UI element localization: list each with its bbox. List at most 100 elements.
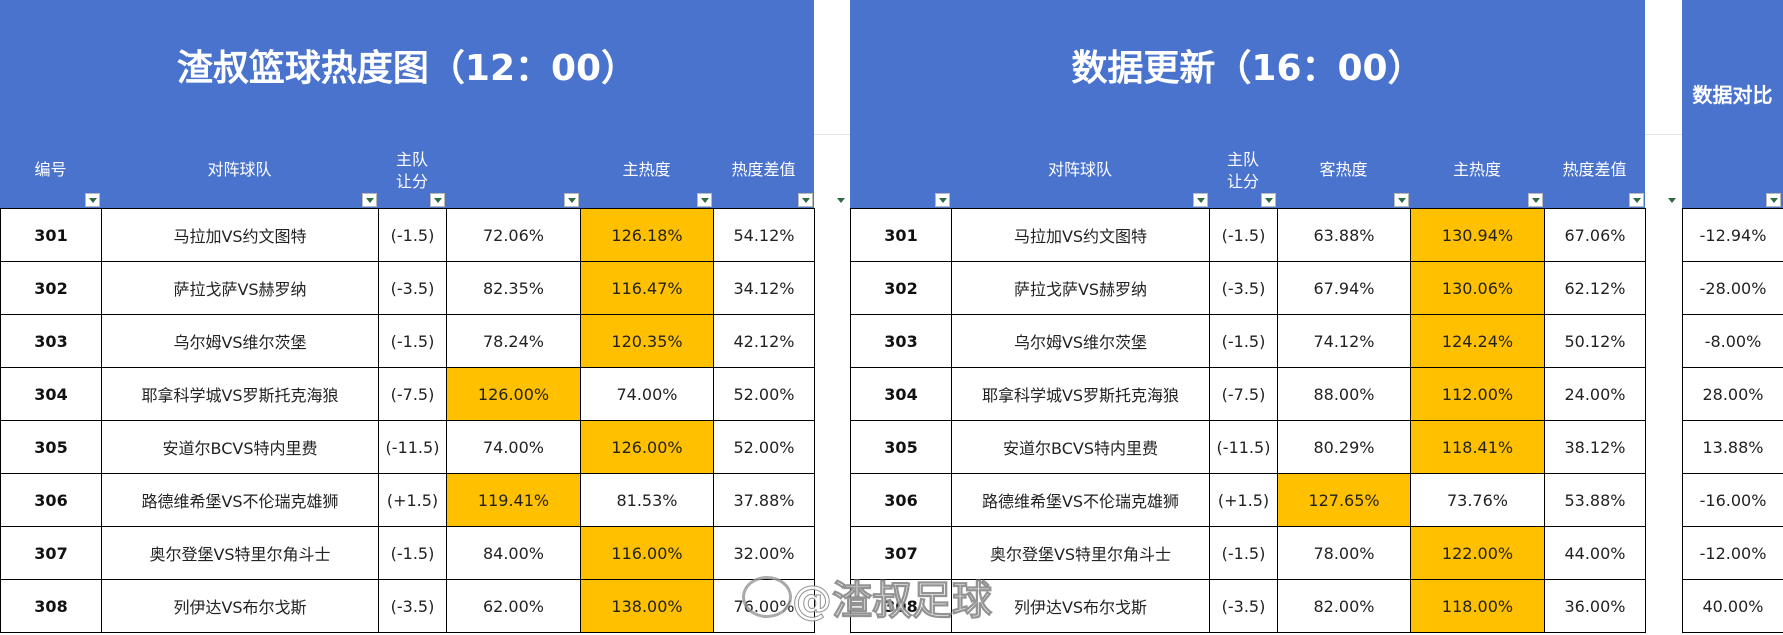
home-heat-cell: 130.94% bbox=[1410, 208, 1545, 262]
home-heat-cell: 81.53% bbox=[580, 473, 714, 527]
row-id: 303 bbox=[850, 314, 952, 368]
left-title: 渣叔篮球热度图（12：00） bbox=[176, 48, 638, 89]
handicap-cell: (+1.5) bbox=[378, 473, 447, 527]
away-heat-cell: 119.41% bbox=[446, 473, 581, 527]
row-id: 301 bbox=[850, 208, 952, 262]
table-row: 301 马拉加VS约文图特 (-1.5) 63.88% 130.94% 67.06% bbox=[850, 208, 1646, 262]
filter-button[interactable] bbox=[935, 193, 950, 207]
away-heat-cell: 126.00% bbox=[446, 367, 581, 421]
filter-button[interactable] bbox=[1528, 193, 1543, 207]
match-cell: 奥尔登堡VS特里尔角斗士 bbox=[101, 526, 379, 580]
handicap-cell: (-1.5) bbox=[378, 208, 447, 262]
row-id: 303 bbox=[0, 314, 102, 368]
filter-button[interactable] bbox=[697, 193, 712, 207]
table-row: 303 乌尔姆VS维尔茨堡 (-1.5) 78.24% 120.35% 42.12% bbox=[0, 314, 815, 368]
row-id: 304 bbox=[0, 367, 102, 421]
away-heat-cell: 62.00% bbox=[446, 579, 581, 633]
row-id: 302 bbox=[850, 261, 952, 315]
table-row: -12.94% bbox=[1682, 208, 1783, 262]
handicap-cell: (-1.5) bbox=[378, 526, 447, 580]
compare-title: 数据对比 bbox=[1692, 83, 1773, 107]
table-row: 305 安道尔BCVS特内里费 (-11.5) 74.00% 126.00% 52.00% bbox=[0, 420, 815, 474]
home-heat-cell: 124.24% bbox=[1410, 314, 1545, 368]
table-row: 302 萨拉戈萨VS赫罗纳 (-3.5) 67.94% 130.06% 62.12% bbox=[850, 261, 1646, 315]
home-heat-cell: 112.00% bbox=[1410, 367, 1545, 421]
filter-button[interactable] bbox=[1261, 193, 1276, 207]
heat-diff-cell: 50.12% bbox=[1544, 314, 1646, 368]
heat-diff-cell: 32.00% bbox=[713, 526, 815, 580]
handicap-cell: (-1.5) bbox=[378, 314, 447, 368]
handicap-cell: (-1.5) bbox=[1209, 208, 1278, 262]
filter-button[interactable] bbox=[430, 193, 445, 207]
row-id: 305 bbox=[0, 420, 102, 474]
right-header-diff: 热度差值 bbox=[1562, 160, 1627, 179]
filter-button[interactable] bbox=[1193, 193, 1208, 207]
home-heat-cell: 73.76% bbox=[1410, 473, 1545, 527]
handicap-cell: (-3.5) bbox=[1209, 579, 1278, 633]
compare-cell: -12.00% bbox=[1682, 526, 1783, 580]
table-row: 308 列伊达VS布尔戈斯 (-3.5) 82.00% 118.00% 36.00% bbox=[850, 579, 1646, 633]
left-header-away bbox=[446, 150, 580, 190]
weibo-logo-icon bbox=[742, 576, 792, 618]
filter-button[interactable] bbox=[798, 193, 813, 207]
heat-diff-cell: 34.12% bbox=[713, 261, 815, 315]
compare-cell: -8.00% bbox=[1682, 314, 1783, 368]
left-header-band bbox=[0, 0, 814, 208]
left-data-table: 301 马拉加VS约文图特 (-1.5) 72.06% 126.18% 54.12% 302… bbox=[0, 208, 815, 633]
handicap-cell: (-1.5) bbox=[1209, 526, 1278, 580]
compare-cell: 40.00% bbox=[1682, 579, 1783, 633]
table-row: 304 耶拿科学城VS罗斯托克海狼 (-7.5) 126.00% 74.00% 52.00… bbox=[0, 367, 815, 421]
away-heat-cell: 78.24% bbox=[446, 314, 581, 368]
match-cell: 乌尔姆VS维尔茨堡 bbox=[951, 314, 1210, 368]
compare-cell: -28.00% bbox=[1682, 261, 1783, 315]
right-header-home: 主热度 bbox=[1452, 160, 1501, 179]
table-row: 13.88% bbox=[1682, 420, 1783, 474]
handicap-cell: (-7.5) bbox=[378, 367, 447, 421]
filter-button[interactable] bbox=[834, 194, 849, 208]
away-heat-cell: 82.35% bbox=[446, 261, 581, 315]
table-row: -8.00% bbox=[1682, 314, 1783, 368]
row-id: 307 bbox=[850, 526, 952, 580]
match-cell: 路德维希堡VS不伦瑞克雄狮 bbox=[101, 473, 379, 527]
match-cell: 乌尔姆VS维尔茨堡 bbox=[101, 314, 379, 368]
home-heat-cell: 126.18% bbox=[580, 208, 714, 262]
match-cell: 列伊达VS布尔戈斯 bbox=[101, 579, 379, 633]
heat-diff-cell: 38.12% bbox=[1544, 420, 1646, 474]
right-header-id bbox=[850, 150, 951, 190]
table-row: 306 路德维希堡VS不伦瑞克雄狮 (+1.5) 127.65% 73.76% 53.88… bbox=[850, 473, 1646, 527]
filter-button[interactable] bbox=[1394, 193, 1409, 207]
row-id: 308 bbox=[0, 579, 102, 633]
handicap-cell: (-3.5) bbox=[378, 261, 447, 315]
table-row: 308 列伊达VS布尔戈斯 (-3.5) 62.00% 138.00% 76.00% bbox=[0, 579, 815, 633]
table-row: 304 耶拿科学城VS罗斯托克海狼 (-7.5) 88.00% 112.00% 24.00… bbox=[850, 367, 1646, 421]
filter-button[interactable] bbox=[1766, 193, 1781, 207]
away-heat-cell: 74.12% bbox=[1277, 314, 1411, 368]
row-id: 302 bbox=[0, 261, 102, 315]
home-heat-cell: 74.00% bbox=[580, 367, 714, 421]
table-row: -16.00% bbox=[1682, 473, 1783, 527]
right-header-away: 客热度 bbox=[1319, 160, 1368, 179]
filter-button[interactable] bbox=[1629, 193, 1644, 207]
table-row: 303 乌尔姆VS维尔茨堡 (-1.5) 74.12% 124.24% 50.12% bbox=[850, 314, 1646, 368]
table-row: -12.00% bbox=[1682, 526, 1783, 580]
table-row: 306 路德维希堡VS不伦瑞克雄狮 (+1.5) 119.41% 81.53% 37.88… bbox=[0, 473, 815, 527]
left-header-id: 编号 bbox=[34, 160, 67, 179]
heat-diff-cell: 53.88% bbox=[1544, 473, 1646, 527]
home-heat-cell: 130.06% bbox=[1410, 261, 1545, 315]
filter-button[interactable] bbox=[564, 193, 579, 207]
right-title: 数据更新（16：00） bbox=[1071, 48, 1424, 89]
table-row: 305 安道尔BCVS特内里费 (-11.5) 80.29% 118.41% 38.12% bbox=[850, 420, 1646, 474]
row-id: 306 bbox=[0, 473, 102, 527]
filter-button[interactable] bbox=[85, 193, 100, 207]
away-heat-cell: 82.00% bbox=[1277, 579, 1411, 633]
heat-diff-cell: 42.12% bbox=[713, 314, 815, 368]
row-id: 307 bbox=[0, 526, 102, 580]
handicap-cell: (-3.5) bbox=[1209, 261, 1278, 315]
home-heat-cell: 120.35% bbox=[580, 314, 714, 368]
heat-diff-cell: 52.00% bbox=[713, 367, 815, 421]
compare-data-table: -12.94% -28.00% -8.00% 28.00% 13.88% -16.00% -… bbox=[1682, 208, 1783, 633]
filter-button[interactable] bbox=[362, 193, 377, 207]
right-header-band bbox=[850, 0, 1645, 208]
filter-button[interactable] bbox=[1665, 194, 1680, 208]
row-id: 306 bbox=[850, 473, 952, 527]
